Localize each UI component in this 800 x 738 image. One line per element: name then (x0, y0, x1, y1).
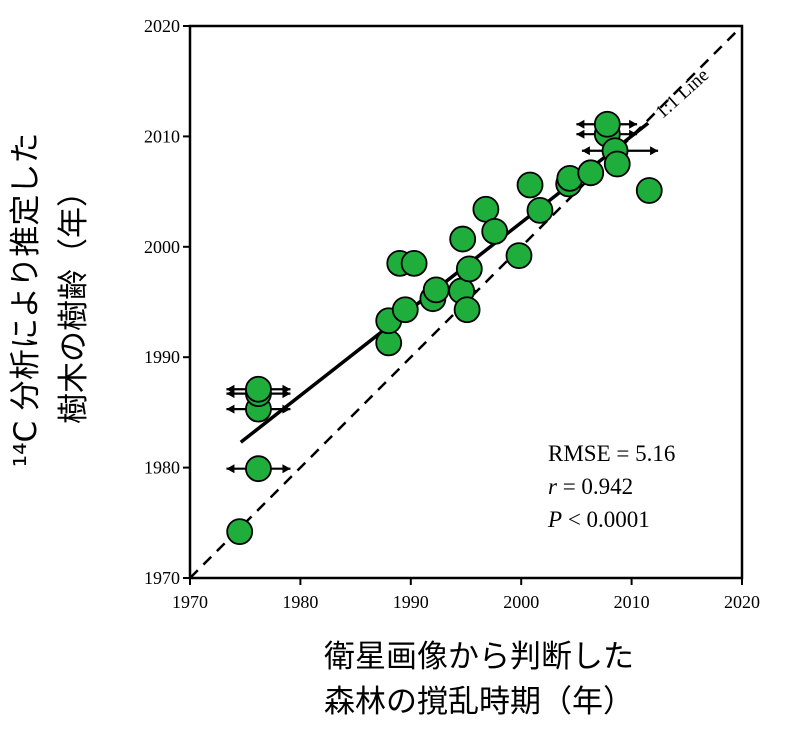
x-axis-title-line-1: 衛星画像から判断した (324, 639, 634, 675)
y-axis-title-line-1: ¹⁴C 分析により推定した (8, 133, 44, 468)
r-value: = 0.942 (557, 474, 633, 499)
error-bar-arrow-right (629, 129, 638, 139)
stats-block: RMSE = 5.16 r = 0.942 P < 0.0001 (547, 441, 675, 532)
y-tick-label: 2000 (144, 237, 180, 257)
data-point (603, 150, 631, 178)
p-symbol: P (547, 507, 562, 532)
data-point (635, 177, 663, 204)
x-tick-label: 2000 (503, 592, 539, 612)
data-point (400, 249, 428, 277)
data-point (449, 225, 477, 253)
error-bar-arrow-left (576, 119, 585, 129)
identity-line-label: 1:1 Line (652, 65, 714, 123)
p-value: < 0.0001 (562, 507, 650, 532)
data-point (422, 276, 450, 304)
p-value-text: P < 0.0001 (547, 507, 650, 532)
error-bar-arrow-left (226, 464, 235, 474)
data-marks (226, 110, 663, 546)
error-bar-arrow-right (282, 404, 291, 414)
x-tick-label: 1980 (282, 592, 318, 612)
data-point (577, 159, 605, 187)
data-point (245, 455, 272, 483)
error-bar-arrow-left (576, 129, 585, 139)
y-tick-label: 2020 (144, 16, 180, 36)
x-axis-title-line-2: 森林の撹乱時期（年） (324, 684, 634, 720)
data-point (455, 255, 483, 283)
y-tick-label: 1970 (144, 568, 180, 588)
r-symbol: r (548, 474, 558, 499)
data-point (526, 196, 554, 224)
error-bar-arrow-right (629, 119, 638, 129)
data-point (453, 296, 481, 324)
x-tick-label: 1970 (172, 592, 208, 612)
x-axis-title: 衛星画像から判断した 森林の撹乱時期（年） (324, 639, 634, 720)
y-axis-title: ¹⁴C 分析により推定した 樹木の樹齢（年） (8, 133, 92, 468)
x-tick-label: 2010 (614, 592, 650, 612)
r-value-text: r = 0.942 (548, 474, 633, 499)
error-bar-arrow-right (282, 464, 291, 474)
data-point (516, 171, 544, 199)
y-tick-label: 1990 (144, 347, 180, 367)
plot-frame (188, 24, 744, 580)
data-point (391, 296, 419, 324)
data-point (593, 110, 621, 138)
data-point (481, 217, 509, 245)
y-tick-label: 2010 (144, 126, 180, 146)
data-point (505, 242, 533, 270)
y-axis-title-line-2: 樹木の樹齢（年） (56, 176, 92, 424)
error-bar-arrow-right (282, 384, 291, 394)
error-bar-arrow-left (581, 146, 590, 156)
error-bar-arrow-left (226, 384, 235, 394)
y-tick-label: 1980 (144, 458, 180, 478)
tick-labels: 1970 1980 1990 2000 2010 2020 1970 1980 1990 2000… (144, 16, 760, 612)
error-bar-arrow-right (650, 146, 659, 156)
data-point (245, 375, 272, 403)
error-bar-arrow-left (226, 404, 235, 414)
x-tick-label: 1990 (393, 592, 429, 612)
x-tick-label: 2020 (724, 592, 760, 612)
data-point (226, 518, 254, 546)
rmse-text: RMSE = 5.16 (548, 441, 675, 466)
